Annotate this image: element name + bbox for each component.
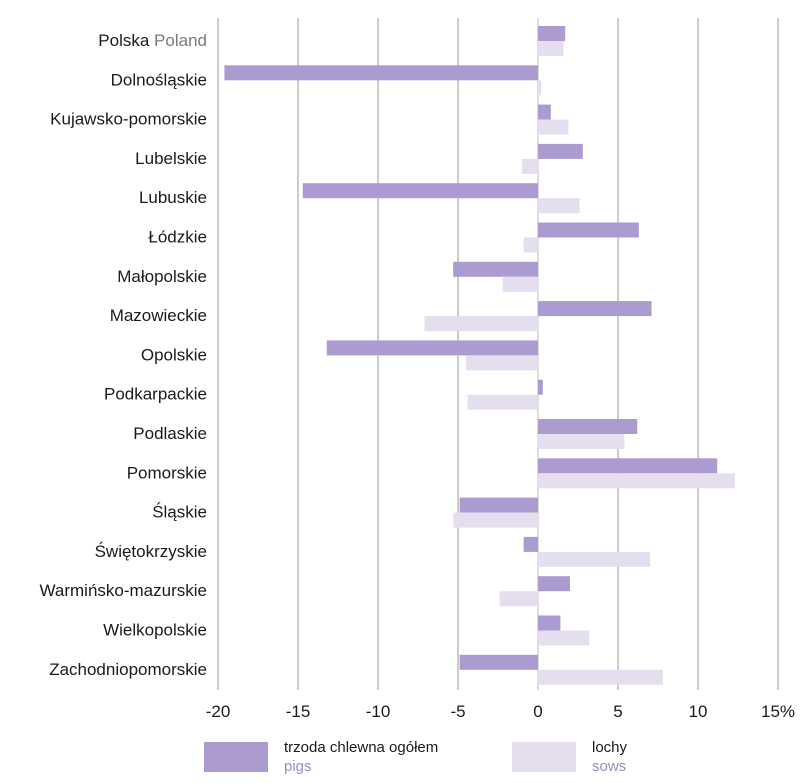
category-label: Lubuskie <box>139 188 207 207</box>
category-label: Łódzkie <box>148 228 207 247</box>
legend-swatch-sows <box>512 742 576 772</box>
category-label: Zachodniopomorskie <box>49 660 207 679</box>
category-label: Polska Poland <box>98 31 207 50</box>
bar-pigs <box>538 104 551 120</box>
x-tick-label: -20 <box>206 702 231 721</box>
x-tick-label: -5 <box>450 702 465 721</box>
bar-pigs <box>538 379 543 395</box>
bar-sows <box>502 276 538 292</box>
bar-pigs <box>302 183 538 199</box>
bar-pigs <box>538 576 570 592</box>
bar-sows <box>453 512 538 528</box>
bar-sows <box>466 355 538 371</box>
bar-sows <box>538 434 625 449</box>
category-label: Małopolskie <box>117 267 207 286</box>
category-label: Mazowieckie <box>110 306 207 325</box>
bar-sows <box>538 198 580 214</box>
bar-sows <box>538 80 542 96</box>
bar-sows <box>538 41 564 56</box>
bar-pigs <box>538 26 566 41</box>
category-label: Śląskie <box>152 503 207 522</box>
bar-pigs <box>538 143 583 159</box>
bar-pigs <box>538 615 561 631</box>
legend-label-pigs: trzoda chlewna ogółem <box>284 739 439 756</box>
category-label: Pomorskie <box>127 463 207 482</box>
category-label: Opolskie <box>141 345 207 364</box>
category-label: Lubelskie <box>135 149 207 168</box>
x-tick-label: 0 <box>533 702 542 721</box>
legend-label-sows-en: sows <box>592 758 627 775</box>
bar-sows <box>538 669 663 685</box>
category-labels: Polska Poland Dolnośląskie Kujawsko-pomors… <box>39 31 207 679</box>
bar-sows <box>522 158 538 174</box>
bar-pigs <box>459 497 538 513</box>
category-label: Warmińsko-mazurskie <box>39 581 207 600</box>
bar-pigs <box>453 261 538 277</box>
legend-label-pigs-en: pigs <box>284 758 312 775</box>
bars <box>224 26 735 685</box>
category-label: Dolnośląskie <box>111 70 207 89</box>
bar-sows <box>538 473 735 489</box>
legend-label-sows: lochy <box>592 739 628 756</box>
bar-pigs <box>538 222 639 238</box>
bar-pigs <box>538 301 652 317</box>
bar-pigs <box>538 458 718 474</box>
bar-pigs <box>523 536 538 552</box>
category-label: Świętokrzyskie <box>95 542 207 561</box>
category-label: Kujawsko-pomorskie <box>50 110 207 129</box>
bar-sows <box>538 630 590 646</box>
x-tick-label: 5 <box>613 702 622 721</box>
bar-sows <box>538 551 650 567</box>
x-tick-label: 15% <box>761 702 795 721</box>
x-tick-label: -10 <box>366 702 391 721</box>
bar-sows <box>538 119 569 135</box>
x-tick-label: -15 <box>286 702 311 721</box>
bar-pigs <box>224 65 538 81</box>
category-label: Podlaskie <box>133 424 207 443</box>
legend-item-sows: lochy sows <box>512 738 627 776</box>
bar-chart: Polska Poland Dolnośląskie Kujawsko-pomors… <box>39 18 795 721</box>
legend-item-pigs: trzoda chlewna ogółem pigs <box>204 738 438 776</box>
tick-labels: -20 -15 -10 -5 0 5 10 15% <box>206 702 795 721</box>
bar-sows <box>424 316 538 332</box>
legend-swatch-pigs <box>204 742 268 772</box>
bar-pigs <box>538 419 638 434</box>
bar-sows <box>523 237 538 253</box>
category-label: Wielkopolskie <box>103 621 207 640</box>
category-label: Podkarpackie <box>104 385 207 404</box>
bar-sows <box>499 591 538 607</box>
bar-pigs <box>459 654 538 670</box>
bar-pigs <box>326 340 538 356</box>
bar-sows <box>467 394 538 410</box>
x-tick-label: 10 <box>689 702 708 721</box>
